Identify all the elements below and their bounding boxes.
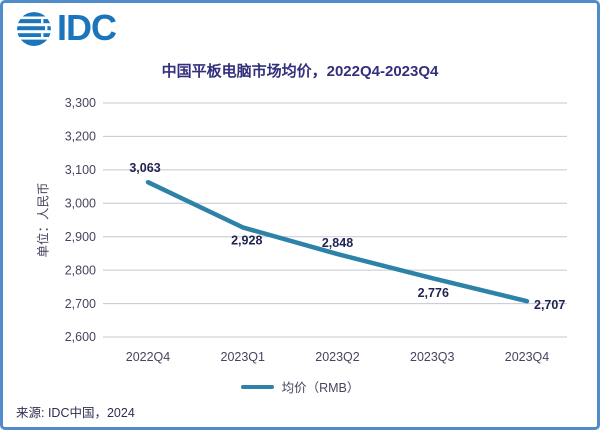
y-tick-label: 2,700 <box>65 297 96 311</box>
y-tick-label: 2,900 <box>65 230 96 244</box>
data-point-label: 2,848 <box>322 236 353 250</box>
chart-title: 中国平板电脑市场均价，2022Q4-2023Q4 <box>161 63 439 80</box>
y-tick-label: 3,300 <box>65 96 96 110</box>
idc-globe-icon <box>17 12 51 46</box>
legend-line-swatch <box>240 384 274 389</box>
y-tick-label: 3,100 <box>65 163 96 177</box>
y-tick-label: 3,000 <box>65 196 96 210</box>
x-tick-label: 2023Q4 <box>505 350 550 364</box>
data-point-label: 2,928 <box>231 233 262 247</box>
legend: 均价（RMB） <box>0 377 600 396</box>
y-tick-label: 3,200 <box>65 130 96 144</box>
x-tick-label: 2023Q1 <box>221 350 266 364</box>
data-point-label: 2,776 <box>418 286 449 300</box>
source-text: 来源: IDC中国，2024 <box>16 406 135 420</box>
data-point-label: 3,063 <box>129 161 160 175</box>
y-tick-label: 2,600 <box>65 330 96 344</box>
idc-logo: IDC <box>14 7 117 48</box>
x-tick-label: 2023Q2 <box>315 350 360 364</box>
x-tick-label: 2022Q4 <box>126 350 171 364</box>
series-line <box>145 179 530 304</box>
idc-logo-text: IDC <box>57 7 117 48</box>
x-tick-label: 2023Q3 <box>410 350 455 364</box>
y-tick-label: 2,800 <box>65 263 96 277</box>
legend-label: 均价（RMB） <box>281 381 360 395</box>
data-point-label: 2,707 <box>534 298 565 312</box>
